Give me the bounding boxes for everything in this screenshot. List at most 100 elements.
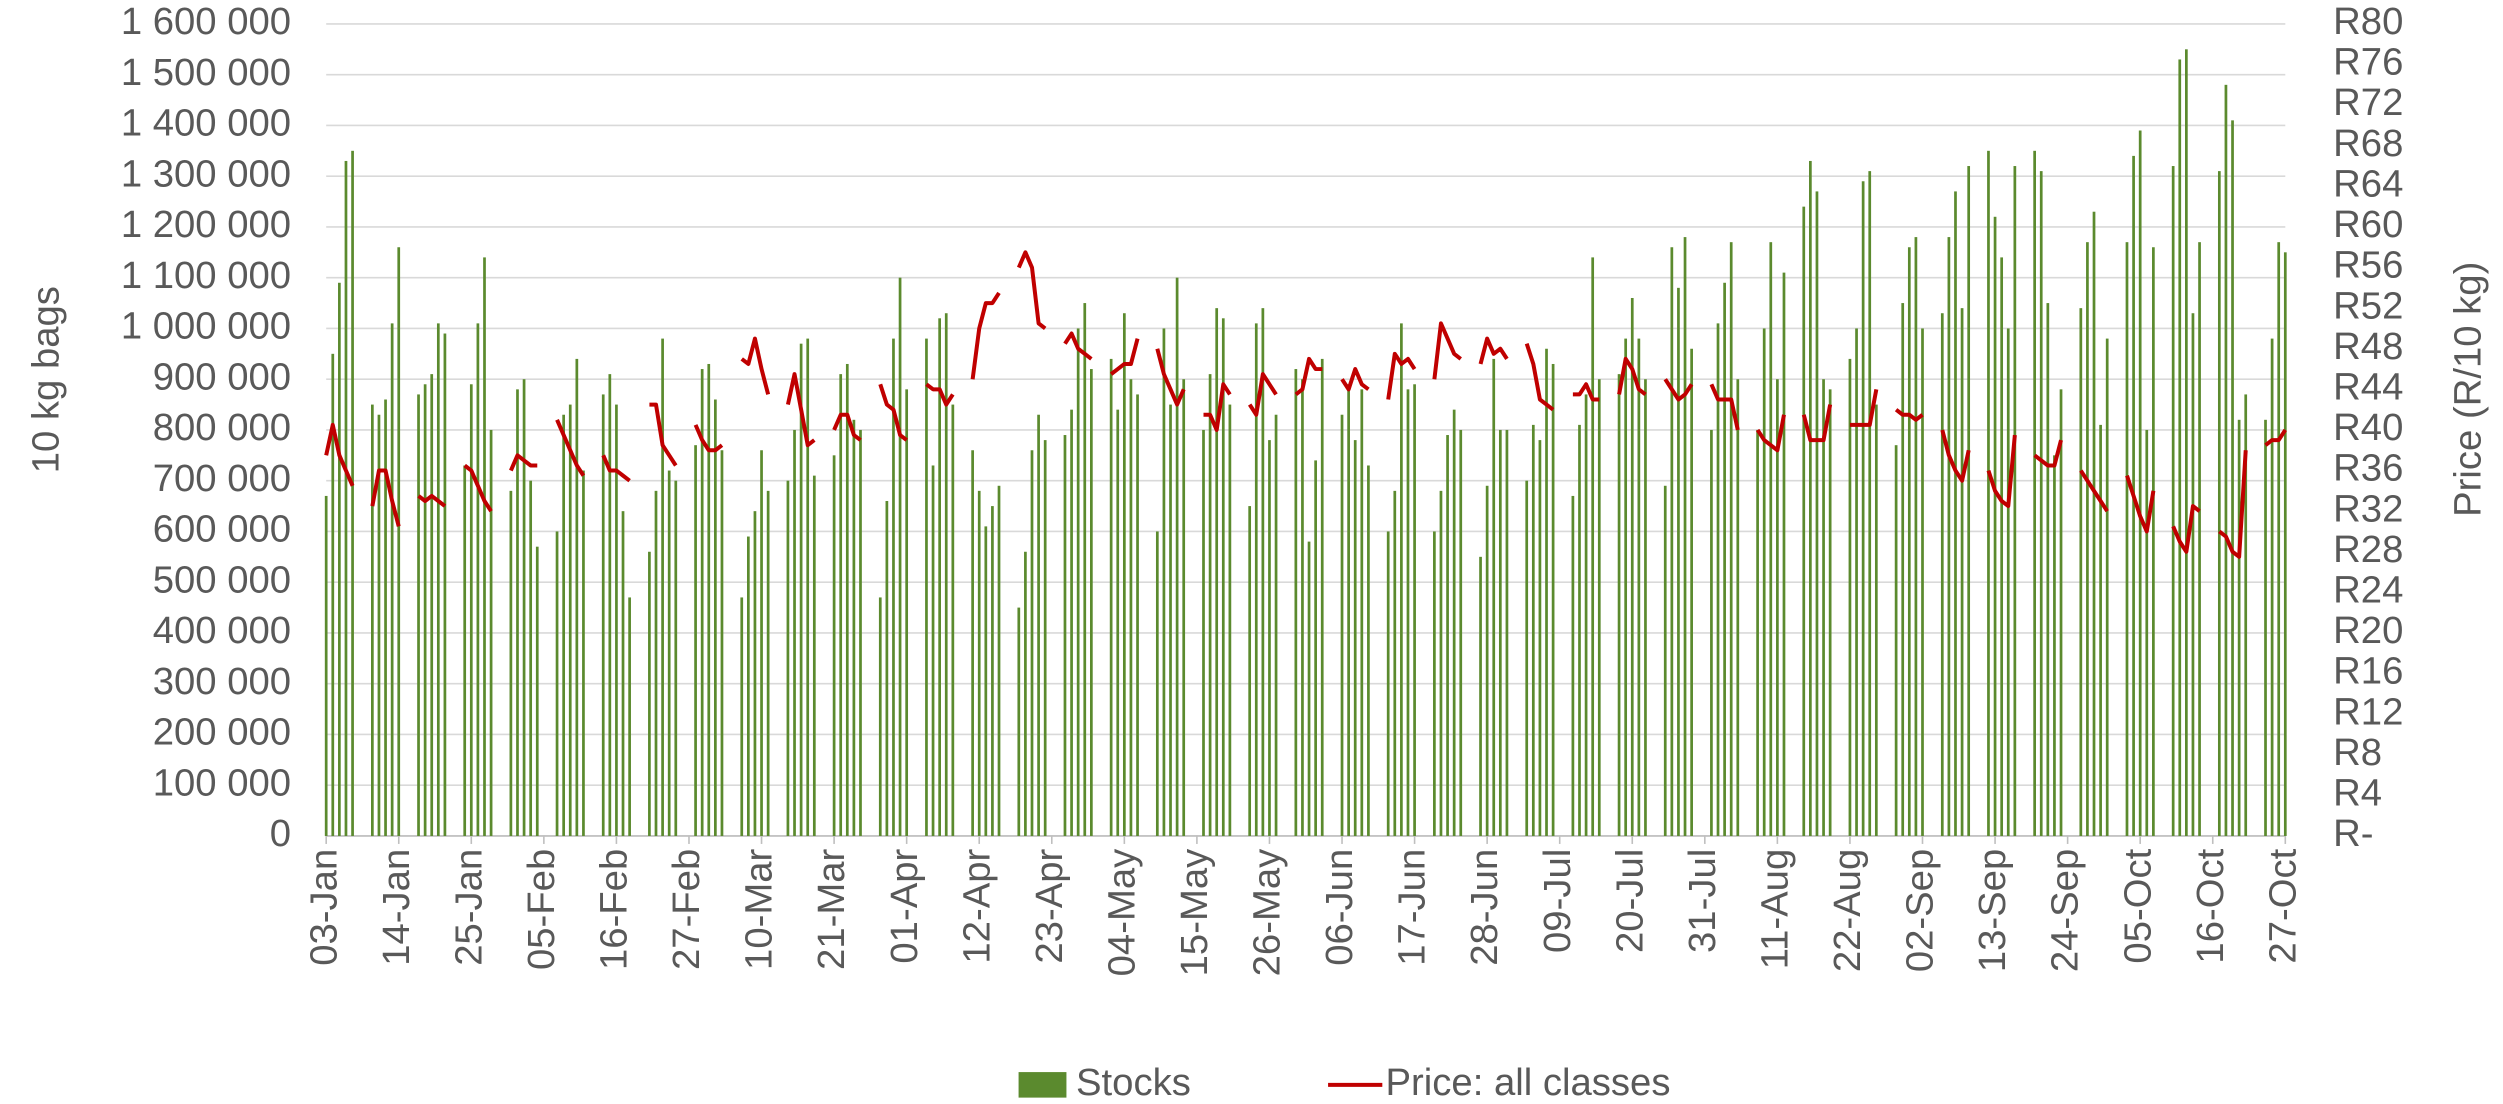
- bar: [1320, 358, 1324, 836]
- y2-tick-label: R12: [2333, 690, 2403, 733]
- bar: [568, 404, 572, 836]
- y2-tick-label: R76: [2333, 41, 2403, 84]
- bar: [562, 414, 566, 836]
- bar: [1413, 384, 1416, 836]
- bar: [1822, 379, 1825, 836]
- x-tick-label: 20-Jul: [1608, 849, 1651, 953]
- bar: [1901, 303, 1905, 836]
- x-tick-label: 25-Jan: [447, 849, 490, 966]
- bar: [489, 429, 493, 836]
- y-tick-label: 100 000: [153, 761, 291, 804]
- y2-axis-title: Price (R/10 kg): [2446, 262, 2489, 517]
- bar: [1070, 409, 1073, 836]
- bar: [1545, 348, 1548, 836]
- y2-tick-label: R36: [2333, 447, 2403, 490]
- y2-tick-label: R16: [2333, 650, 2403, 693]
- x-tick-label: 11-Aug: [1753, 849, 1796, 970]
- x-tick-label: 05-Oct: [2116, 848, 2159, 963]
- y2-tick-label: R72: [2333, 81, 2403, 124]
- y-axis-title: 10 kg bags: [25, 286, 68, 473]
- bar: [667, 470, 671, 836]
- bar: [2079, 308, 2083, 836]
- bar: [331, 353, 335, 836]
- bar: [2283, 252, 2287, 836]
- x-tick-label: 15-May: [1173, 848, 1216, 976]
- x-tick-label: 14-Jan: [375, 849, 418, 966]
- bar: [1479, 556, 1482, 836]
- bar: [417, 394, 420, 836]
- bar: [2231, 120, 2234, 836]
- bar: [1710, 429, 1713, 836]
- bar: [1848, 358, 1852, 836]
- bar: [2244, 394, 2248, 836]
- bar: [2198, 242, 2201, 836]
- bar: [839, 374, 843, 836]
- bar: [845, 363, 849, 836]
- bar: [654, 490, 658, 836]
- x-tick-label: 12-Apr: [955, 848, 998, 963]
- y-tick-label: 200 000: [153, 711, 291, 754]
- bar: [1307, 541, 1311, 836]
- bar: [1987, 150, 1990, 836]
- bar: [582, 470, 585, 836]
- y-tick-label: 1 100 000: [121, 254, 291, 297]
- bar: [2224, 84, 2228, 836]
- y2-tick-label: R80: [2333, 0, 2403, 43]
- bar: [1538, 440, 1542, 836]
- bar: [2099, 424, 2102, 836]
- bar: [1386, 531, 1390, 836]
- y2-tick-label: R56: [2333, 244, 2403, 287]
- bar: [1907, 247, 1911, 836]
- bar: [2191, 313, 2195, 836]
- bar: [1578, 424, 1581, 836]
- x-tick-label: 24-Sep: [2044, 849, 2087, 972]
- bar: [1815, 191, 1819, 836]
- bar: [529, 480, 533, 836]
- bar: [1076, 328, 1080, 836]
- bar: [793, 429, 796, 836]
- y2-tick-label: R64: [2333, 162, 2403, 205]
- bar: [832, 455, 836, 836]
- y-tick-label: 400 000: [153, 609, 291, 652]
- legend-swatch: [1018, 1072, 1067, 1098]
- bar: [1914, 237, 1918, 836]
- x-tick-label: 16-Feb: [593, 849, 636, 970]
- bar: [1347, 384, 1350, 836]
- bar: [1940, 313, 1944, 836]
- bar: [2105, 338, 2109, 836]
- bar: [1571, 495, 1575, 836]
- bar: [1083, 303, 1087, 836]
- bar: [2178, 59, 2182, 836]
- bar: [397, 247, 401, 836]
- bar: [938, 318, 942, 836]
- bar: [436, 323, 440, 836]
- bar: [1597, 379, 1601, 836]
- bar: [2086, 242, 2089, 836]
- bar: [1954, 191, 1957, 836]
- bar: [1274, 414, 1278, 836]
- bar: [2264, 419, 2267, 836]
- bar: [700, 369, 704, 836]
- bar: [1591, 257, 1595, 836]
- x-tick-label: 17-Jun: [1391, 849, 1434, 966]
- x-tick-label: 31-Jul: [1681, 849, 1724, 953]
- bar: [931, 465, 935, 836]
- bar: [390, 323, 394, 836]
- bar: [476, 323, 480, 836]
- bar: [1162, 328, 1166, 836]
- bar: [806, 338, 810, 836]
- bar: [1802, 206, 1806, 836]
- bar: [1017, 607, 1021, 836]
- y-tick-label: 300 000: [153, 660, 291, 703]
- bar: [351, 150, 354, 836]
- bar: [1037, 414, 1040, 836]
- bar: [1175, 277, 1179, 836]
- bar: [1993, 216, 1997, 836]
- bar: [2138, 130, 2142, 836]
- bar: [1294, 369, 1298, 836]
- bar: [720, 450, 724, 836]
- bar: [1947, 237, 1951, 836]
- bar: [2171, 166, 2175, 836]
- x-tick-label: 04-May: [1100, 848, 1143, 976]
- y2-tick-label: R24: [2333, 568, 2403, 611]
